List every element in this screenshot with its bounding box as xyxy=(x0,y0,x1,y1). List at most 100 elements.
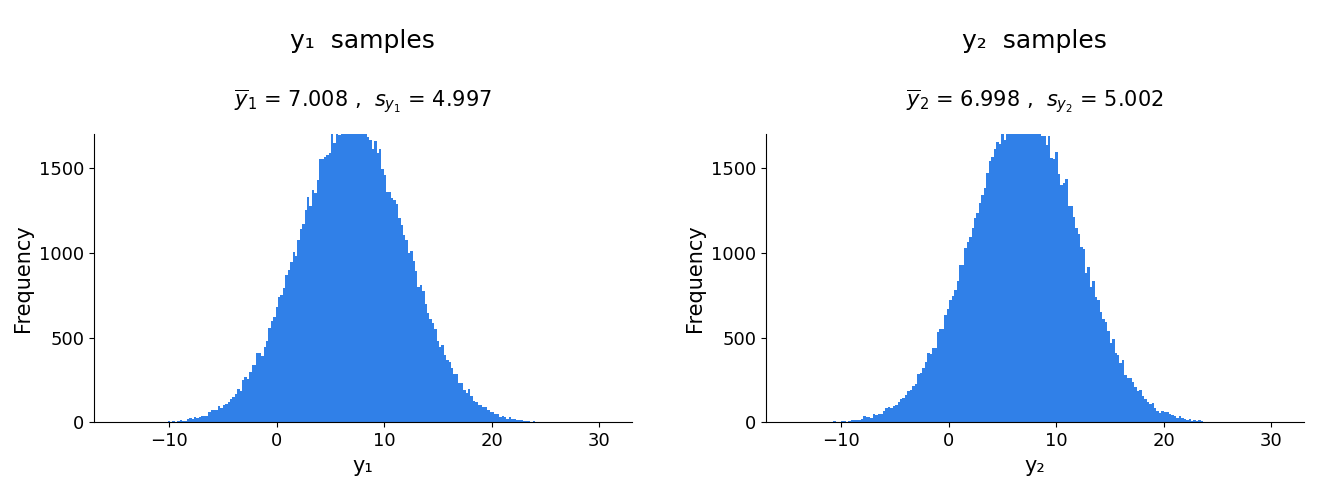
Bar xyxy=(362,128,364,422)
Bar xyxy=(293,252,294,422)
Bar xyxy=(495,414,497,422)
Bar xyxy=(331,128,333,422)
Bar xyxy=(910,390,913,422)
Bar xyxy=(1019,128,1021,422)
Bar xyxy=(415,272,418,422)
Bar xyxy=(1040,136,1043,422)
Bar xyxy=(452,368,453,422)
Bar xyxy=(444,355,446,422)
Bar xyxy=(317,180,319,422)
Bar xyxy=(1169,414,1171,422)
Bar xyxy=(544,421,547,422)
Bar xyxy=(523,421,526,422)
Bar xyxy=(883,411,886,422)
Bar xyxy=(890,408,892,422)
Bar xyxy=(1173,416,1176,422)
Bar xyxy=(276,307,278,422)
Bar xyxy=(1105,322,1107,422)
Bar xyxy=(391,198,394,422)
Bar xyxy=(427,312,430,422)
Bar xyxy=(294,256,297,422)
Bar xyxy=(470,396,473,422)
Bar xyxy=(215,410,218,422)
Bar xyxy=(254,365,257,422)
Bar xyxy=(1001,131,1004,422)
Bar xyxy=(984,188,986,422)
Bar xyxy=(168,420,169,422)
Bar xyxy=(419,285,422,422)
Bar xyxy=(880,414,883,422)
Bar xyxy=(1144,399,1146,422)
Bar xyxy=(271,321,273,422)
Bar xyxy=(468,389,470,422)
Bar xyxy=(919,373,922,422)
Bar xyxy=(513,419,516,422)
Y-axis label: Frequency: Frequency xyxy=(13,225,34,332)
Bar xyxy=(1161,411,1164,422)
Bar xyxy=(1070,206,1073,422)
Bar xyxy=(1156,411,1159,422)
Bar xyxy=(1031,114,1034,422)
Bar xyxy=(1146,402,1149,422)
Bar xyxy=(1023,115,1025,422)
Bar xyxy=(314,192,317,422)
Bar xyxy=(903,398,905,422)
Bar xyxy=(425,304,427,422)
Bar xyxy=(1171,416,1173,422)
Bar xyxy=(288,270,290,422)
Bar xyxy=(937,333,939,422)
Bar xyxy=(848,420,851,422)
Bar xyxy=(211,410,214,422)
Bar xyxy=(962,265,964,422)
Bar xyxy=(1137,391,1140,422)
Bar xyxy=(235,394,238,422)
Bar xyxy=(507,419,509,422)
Bar xyxy=(927,353,930,422)
Bar xyxy=(895,405,898,422)
Bar xyxy=(905,396,907,422)
Bar xyxy=(180,420,181,422)
Bar xyxy=(1191,420,1193,422)
Bar xyxy=(172,420,175,422)
Bar xyxy=(370,140,372,422)
Bar xyxy=(230,399,233,422)
Bar xyxy=(977,213,978,422)
Bar xyxy=(1188,420,1191,422)
Bar xyxy=(214,410,215,422)
Bar xyxy=(1066,179,1067,422)
Bar xyxy=(1043,136,1046,422)
Bar xyxy=(406,240,407,422)
Bar xyxy=(1199,420,1200,422)
Bar xyxy=(833,421,836,422)
Bar xyxy=(297,240,300,422)
Bar xyxy=(489,412,492,422)
Bar xyxy=(1090,287,1093,422)
Bar xyxy=(382,168,384,422)
Bar xyxy=(1102,319,1105,422)
Bar xyxy=(1134,387,1137,422)
Bar xyxy=(1107,331,1110,422)
Bar xyxy=(516,420,519,422)
Bar xyxy=(306,197,309,422)
Bar xyxy=(933,348,934,422)
Bar xyxy=(302,224,305,422)
Bar xyxy=(1154,408,1156,422)
Bar xyxy=(1008,127,1011,422)
Bar xyxy=(856,420,857,422)
Bar xyxy=(324,157,327,422)
Bar xyxy=(839,421,841,422)
Bar xyxy=(273,317,276,422)
Bar xyxy=(418,288,419,422)
Bar xyxy=(1099,312,1102,422)
Bar xyxy=(887,408,890,422)
Bar xyxy=(1055,152,1058,422)
Bar xyxy=(960,264,962,422)
Bar xyxy=(954,290,957,422)
Bar xyxy=(526,421,528,422)
Bar xyxy=(242,380,245,422)
Bar xyxy=(281,295,282,422)
Bar xyxy=(866,418,868,422)
Bar xyxy=(430,319,431,422)
Text: $\overline{y}_1$ = 7.008 ,  $s_{y_1}$ = 4.997: $\overline{y}_1$ = 7.008 , $s_{y_1}$ = 4… xyxy=(234,87,492,115)
Bar xyxy=(485,408,487,422)
